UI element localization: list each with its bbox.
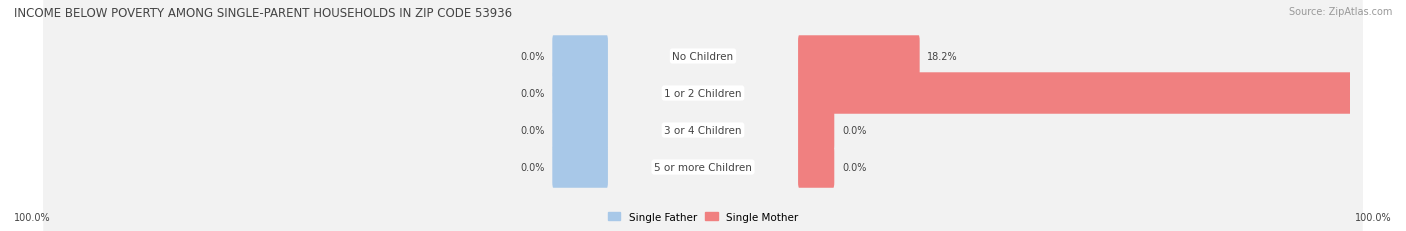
FancyBboxPatch shape: [553, 36, 607, 77]
FancyBboxPatch shape: [553, 110, 607, 151]
Legend: Single Father, Single Mother: Single Father, Single Mother: [603, 208, 803, 226]
FancyBboxPatch shape: [799, 36, 920, 77]
Text: 5 or more Children: 5 or more Children: [654, 162, 752, 172]
Text: 18.2%: 18.2%: [928, 52, 957, 62]
Text: 0.0%: 0.0%: [520, 89, 544, 99]
Text: 0.0%: 0.0%: [520, 162, 544, 172]
Text: 0.0%: 0.0%: [842, 125, 866, 135]
FancyBboxPatch shape: [553, 147, 607, 188]
Text: Source: ZipAtlas.com: Source: ZipAtlas.com: [1288, 7, 1392, 17]
Text: 100.0%: 100.0%: [1355, 212, 1392, 222]
Text: No Children: No Children: [672, 52, 734, 62]
FancyBboxPatch shape: [799, 147, 834, 188]
FancyBboxPatch shape: [799, 110, 834, 151]
FancyBboxPatch shape: [553, 73, 607, 114]
FancyBboxPatch shape: [44, 42, 1362, 219]
Text: 3 or 4 Children: 3 or 4 Children: [664, 125, 742, 135]
Text: INCOME BELOW POVERTY AMONG SINGLE-PARENT HOUSEHOLDS IN ZIP CODE 53936: INCOME BELOW POVERTY AMONG SINGLE-PARENT…: [14, 7, 512, 20]
FancyBboxPatch shape: [44, 79, 1362, 231]
Text: 0.0%: 0.0%: [842, 162, 866, 172]
FancyBboxPatch shape: [799, 73, 1406, 114]
Text: 100.0%: 100.0%: [14, 212, 51, 222]
FancyBboxPatch shape: [44, 0, 1362, 145]
Text: 0.0%: 0.0%: [520, 125, 544, 135]
Text: 1 or 2 Children: 1 or 2 Children: [664, 89, 742, 99]
Text: 0.0%: 0.0%: [520, 52, 544, 62]
FancyBboxPatch shape: [44, 5, 1362, 182]
